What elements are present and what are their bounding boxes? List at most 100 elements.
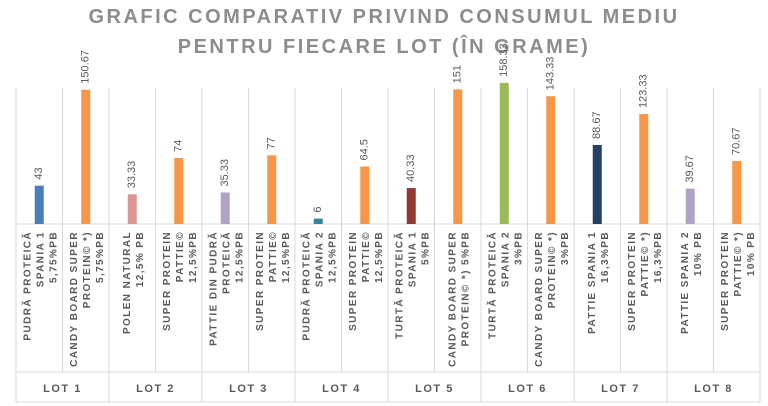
bar — [81, 89, 91, 225]
data-label: 6 — [312, 207, 324, 213]
category-label-line: PATTIE© *) — [733, 231, 744, 296]
category-label-line: PROTEIN© *) — [82, 231, 93, 308]
category-label-line: POLEN NATURAL — [122, 231, 133, 334]
category-label-line: SUPER PROTEIN — [348, 231, 359, 331]
category-label-line: CANDY BOARD SUPER — [534, 231, 545, 367]
bar — [313, 218, 323, 224]
category-label: CANDY BOARD SUPER PROTEIN© *) 5,75%PB — [69, 231, 106, 367]
category-label-line: PATTIE SPANIA 1 — [587, 231, 598, 334]
category-label-line: 3%PB — [513, 231, 524, 265]
data-label: 123.33 — [638, 74, 650, 108]
category-label-line: 5,75%PB — [48, 231, 59, 283]
category-label-line: SPANIA 2 — [314, 231, 325, 287]
data-label: 70.67 — [731, 127, 743, 155]
category-label-line: CANDY BOARD SUPER — [447, 231, 458, 367]
category-label-line: PUDRĂ PROTEICĂ — [20, 231, 33, 341]
category-label-line: PROTEIN© *) 5%PB — [460, 231, 471, 346]
data-label: 143.33 — [545, 57, 557, 91]
data-label: 88.67 — [591, 111, 603, 139]
group-label: LOT 8 — [694, 383, 733, 395]
category-label: TURTĂ PROTEICĂ SPANIA 2 3%PB — [485, 231, 524, 339]
category-label-line: PATTIE DIN PUDRĂ — [206, 231, 219, 346]
category-label: TURTĂ PROTEICĂ SPANIA 1 5%PB — [392, 231, 431, 339]
category-label: PATTIE SPANIA 2 10% PB — [680, 231, 704, 334]
group-label: LOT 1 — [43, 383, 82, 395]
data-label: 43 — [33, 167, 45, 179]
category-label: CANDY BOARD SUPER PROTEIN© *) 5%PB — [447, 231, 471, 367]
bar — [639, 114, 649, 224]
category-label-line: PATTIE SPANIA 2 — [680, 231, 691, 334]
category-label: SUPER PROTEIN PATTIE© 12,5%PB — [255, 231, 292, 331]
category-label: PATTIE DIN PUDRĂ PROTEICĂ 12,5%PB — [206, 231, 245, 346]
category-label: SUPER PROTEIN PATTIE© 12,5%PB — [162, 231, 199, 331]
category-label-line: SUPER PROTEIN — [255, 231, 266, 331]
group-label: LOT 2 — [136, 383, 175, 395]
data-label: 35.33 — [219, 159, 231, 187]
category-label-line: 3%PB — [560, 231, 571, 265]
bar — [685, 188, 695, 224]
category-label-line: 12,5%PB — [327, 231, 338, 283]
data-label: 64.5 — [359, 139, 371, 160]
category-label-line: SUPER PROTEIN — [720, 231, 731, 331]
data-label: 150.67 — [80, 50, 92, 84]
category-label-line: 12,5%PB — [234, 231, 245, 283]
data-label: 151 — [452, 65, 464, 83]
group-label: LOT 4 — [322, 383, 361, 395]
category-label-line: PATTIE© *) — [640, 231, 651, 296]
chart-title-line-1: GRAFIC COMPARATIV PRIVIND CONSUMUL MEDIU — [88, 6, 680, 28]
category-label: PUDRĂ PROTEICĂ SPANIA 1 5,75%PB — [20, 231, 59, 341]
category-label-line: PROTEICĂ — [219, 231, 232, 294]
bar — [220, 192, 230, 224]
category-label-line: PATTIE© — [361, 231, 372, 282]
bar — [592, 144, 602, 224]
category-label-line: PATTIE© — [268, 231, 279, 282]
category-label-line: 12,5%PB — [188, 231, 199, 283]
category-label-line: PATTIE© — [175, 231, 186, 282]
data-label: 39.67 — [684, 155, 696, 183]
chart-title-line-2: PENTRU FIECARE LOT (ÎN GRAME) — [177, 36, 591, 58]
group-label: LOT 6 — [508, 383, 547, 395]
category-label-line: 5%PB — [420, 231, 431, 265]
category-label-line: 5,75%PB — [95, 231, 106, 283]
category-label-line: PROTEIN© *) — [547, 231, 558, 308]
category-label-line: 12,5%PB — [281, 231, 292, 283]
category-label-line: SPANIA 1 — [35, 231, 46, 287]
group-label: LOT 7 — [601, 383, 640, 395]
data-label: 40.33 — [405, 155, 417, 183]
category-label-line: SUPER PROTEIN — [627, 231, 638, 331]
category-label-line: TURTĂ PROTEICĂ — [392, 231, 405, 339]
category-label-line: 12,5%PB — [374, 231, 385, 283]
bar — [453, 89, 463, 224]
bar — [406, 188, 416, 224]
category-label: PUDRĂ PROTEICĂ SPANIA 2 12,5%PB — [299, 231, 338, 341]
data-label: 74 — [173, 140, 185, 152]
category-label-line: SPANIA 1 — [407, 231, 418, 287]
category-label-line: 16,3%PB — [653, 231, 664, 283]
data-label: 77 — [266, 137, 278, 149]
category-label: SUPER PROTEIN PATTIE© 12,5%PB — [348, 231, 385, 331]
category-label: SUPER PROTEIN PATTIE© *) 10% PB — [720, 231, 757, 331]
bar — [546, 96, 556, 224]
data-label: 33.33 — [126, 161, 138, 189]
bar — [174, 158, 184, 224]
category-label: PATTIE SPANIA 1 16,3%PB — [587, 231, 611, 334]
category-label-line: 10% PB — [746, 231, 757, 276]
category-label-line: 16,3%PB — [600, 231, 611, 283]
category-label: CANDY BOARD SUPER PROTEIN© *) 3%PB — [534, 231, 571, 367]
category-label-line: CANDY BOARD SUPER — [69, 231, 80, 367]
category-label: POLEN NATURAL 12,5% PB — [122, 231, 146, 334]
group-label: LOT 3 — [229, 383, 268, 395]
data-label: 158.33 — [498, 43, 510, 77]
category-label-line: 12,5% PB — [135, 231, 146, 287]
category-label-line: TURTĂ PROTEICĂ — [485, 231, 498, 339]
category-label: SUPER PROTEIN PATTIE© *) 16,3%PB — [627, 231, 664, 331]
category-label-line: PUDRĂ PROTEICĂ — [299, 231, 312, 341]
category-label-line: SUPER PROTEIN — [162, 231, 173, 331]
bar — [732, 161, 742, 224]
category-label-line: SPANIA 2 — [500, 231, 511, 287]
bar — [499, 82, 509, 225]
bar — [34, 185, 44, 224]
bar — [127, 194, 137, 224]
